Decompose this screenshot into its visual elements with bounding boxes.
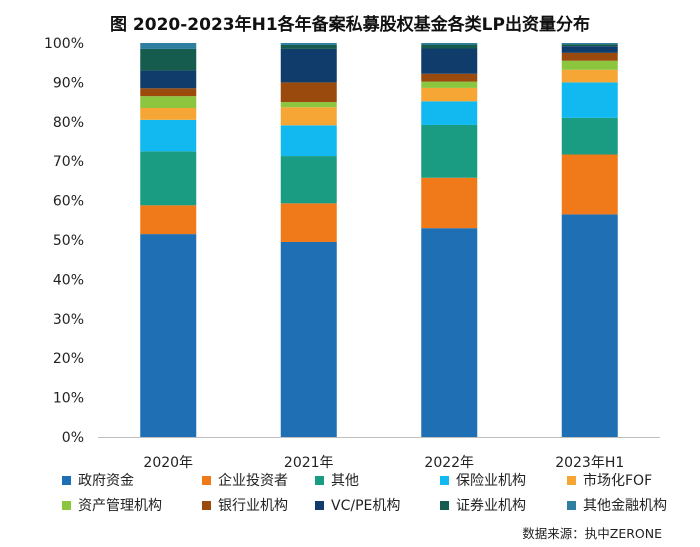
legend-item: 保险业机构: [440, 470, 526, 490]
y-tick-label: 100%: [44, 36, 84, 52]
bar-segment: [421, 124, 478, 178]
bar-segment: [140, 43, 197, 49]
legend-swatch: [440, 500, 449, 510]
chart-title: 图 2020-2023年H1各年备案私募股权基金各类LP出资量分布: [110, 15, 590, 35]
bar-segment: [140, 108, 197, 120]
source-note: 数据来源：执中ZERONE: [522, 526, 662, 541]
bar-segment: [561, 52, 618, 61]
y-tick-label: 40%: [53, 272, 84, 288]
bar-segment: [561, 69, 618, 83]
bar-segment: [421, 81, 478, 88]
bar-segment: [561, 44, 618, 47]
bar-segment: [421, 43, 478, 45]
bar-segment: [280, 82, 337, 103]
x-tick-label: 2021年: [284, 455, 334, 471]
legend-swatch: [567, 500, 576, 510]
legend-label: 银行业机构: [218, 498, 288, 514]
legend-label: 证券业机构: [456, 498, 526, 514]
bar-segment: [140, 151, 197, 206]
bar-segment: [280, 43, 337, 45]
y-tick-label: 50%: [53, 233, 84, 249]
y-tick-label: 0%: [62, 430, 84, 446]
legend-swatch: [62, 500, 71, 510]
legend-label: 资产管理机构: [78, 498, 162, 514]
bar-segment: [561, 82, 618, 118]
legend-swatch: [202, 475, 211, 485]
bar-segment: [561, 60, 618, 70]
bar-segment: [421, 177, 478, 229]
legend-swatch: [440, 475, 449, 485]
bar-segment: [561, 117, 618, 155]
legend-label: VC/PE机构: [331, 498, 401, 514]
legend-swatch: [315, 500, 324, 510]
bar-segment: [421, 73, 478, 82]
bar-segment: [421, 87, 478, 102]
legend-item: 企业投资者: [202, 470, 288, 490]
bar-segment: [561, 214, 618, 437]
legend-item: VC/PE机构: [315, 495, 400, 515]
bar-segment: [280, 203, 337, 242]
legend-swatch: [567, 475, 576, 485]
bar-segment: [280, 48, 337, 83]
x-tick-label: 2020年: [143, 455, 193, 471]
bar-segment: [280, 102, 337, 108]
bar-segment: [140, 96, 197, 109]
bar-segment: [280, 125, 337, 157]
legend-label: 保险业机构: [456, 473, 526, 489]
legend-item: 资产管理机构: [62, 495, 162, 515]
bar-segment: [561, 154, 618, 215]
bar-segment: [561, 43, 618, 45]
legend-label: 其他: [331, 473, 359, 489]
y-tick-label: 70%: [53, 154, 84, 170]
bar-segment: [561, 46, 618, 53]
legend-item: 其他金融机构: [567, 495, 667, 515]
bar-segment: [140, 205, 197, 235]
legend-item: 证券业机构: [440, 495, 526, 515]
bar-segment: [140, 48, 197, 71]
y-tick-label: 30%: [53, 312, 84, 328]
bar-segment: [421, 228, 478, 437]
bar-segment: [140, 88, 197, 97]
bar-segment: [140, 70, 197, 89]
bar-segment: [421, 48, 478, 74]
bar-segment: [421, 101, 478, 125]
x-tick-label: 2022年: [424, 455, 474, 471]
legend-swatch: [62, 475, 71, 485]
legend-label: 企业投资者: [218, 473, 288, 489]
x-tick-label: 2023年H1: [555, 455, 624, 471]
y-tick-label: 60%: [53, 194, 84, 210]
legend-item: 市场化FOF: [567, 470, 652, 490]
y-tick-label: 90%: [53, 75, 84, 91]
legend-item: 政府资金: [62, 470, 134, 490]
bar-segment: [421, 44, 478, 49]
bar-segment: [140, 119, 197, 152]
legend-swatch: [315, 475, 324, 485]
bar-segment: [280, 156, 337, 204]
y-tick-label: 20%: [53, 351, 84, 367]
y-tick-label: 80%: [53, 115, 84, 131]
legend-item: 其他: [315, 470, 359, 490]
legend-label: 其他金融机构: [583, 498, 667, 514]
legend-label: 政府资金: [78, 473, 134, 489]
legend-label: 市场化FOF: [583, 473, 653, 489]
bar-segment: [280, 107, 337, 126]
bar-segment: [280, 241, 337, 437]
legend-swatch: [202, 500, 211, 510]
legend-item: 银行业机构: [202, 495, 288, 515]
bar-segment: [280, 44, 337, 49]
y-tick-label: 10%: [53, 391, 84, 407]
bar-segment: [140, 234, 197, 437]
